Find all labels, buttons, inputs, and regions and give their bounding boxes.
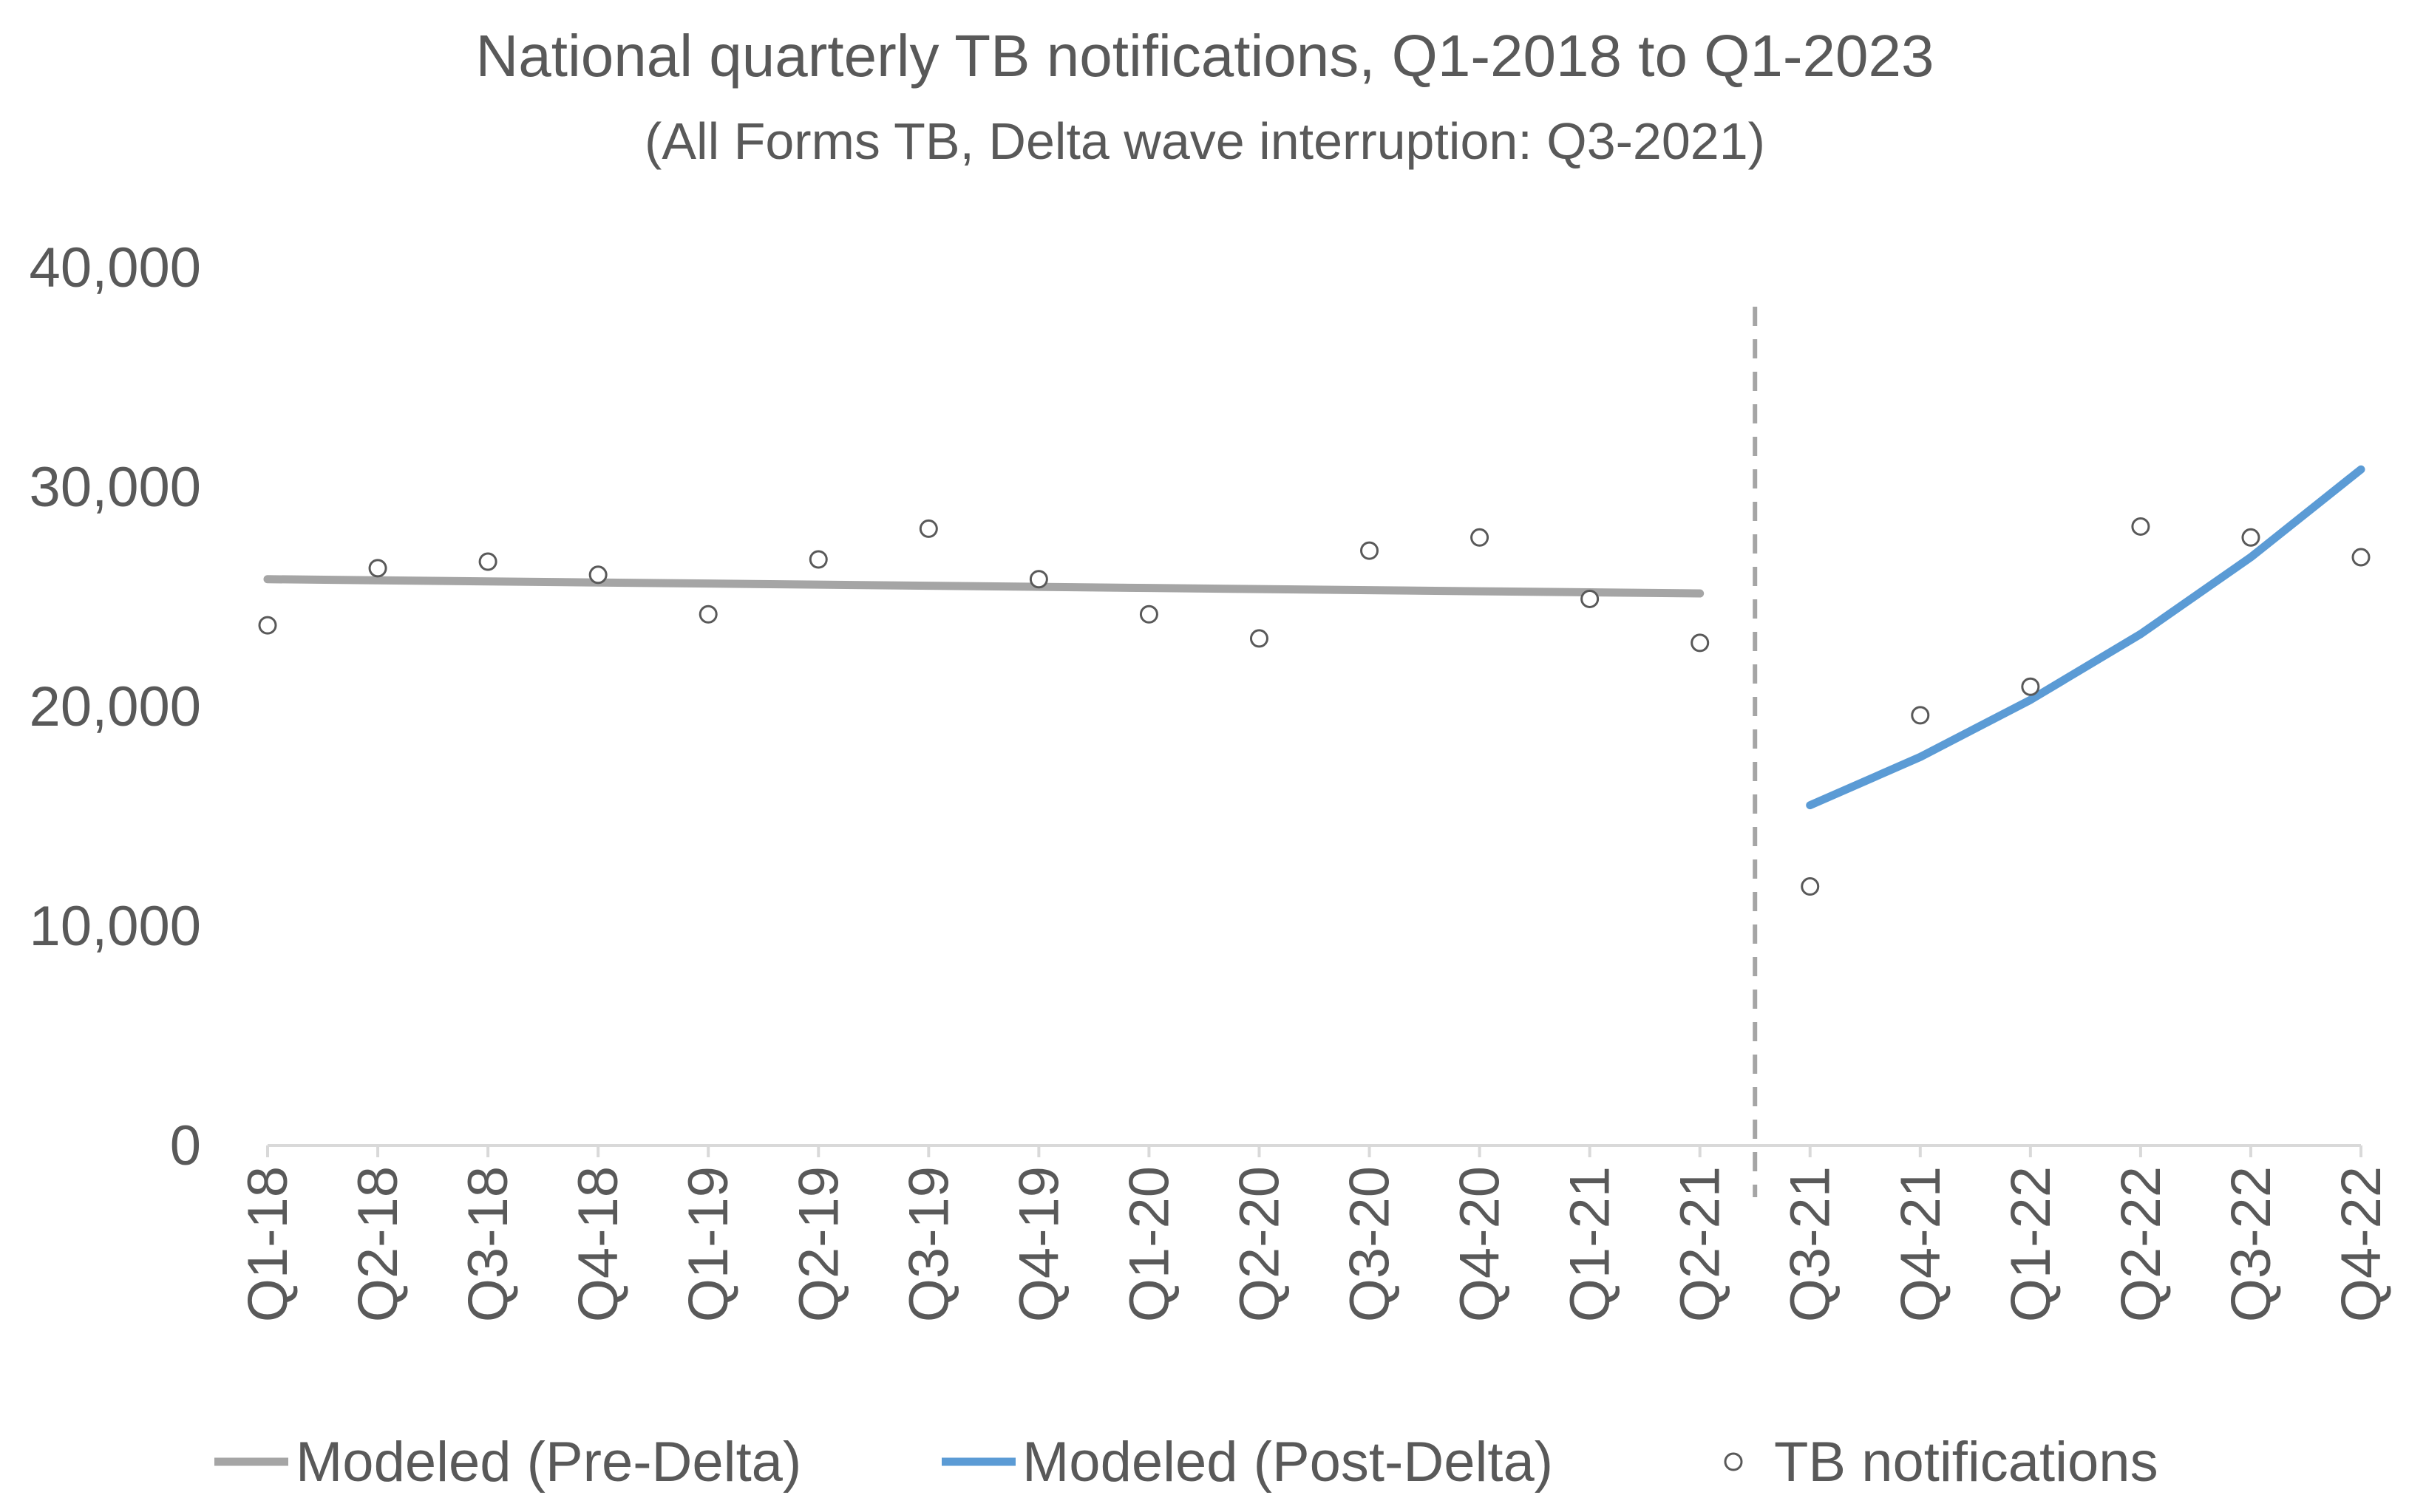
data-point-tb-notification	[1029, 570, 1048, 589]
series-line-modeled-pre-delta	[263, 575, 1705, 598]
y-tick-label: 40,000	[30, 236, 201, 299]
legend-label-tb-notifications: TB notifications	[1774, 1431, 2158, 1494]
data-point-tb-notification	[368, 559, 387, 578]
x-tick-label: Q1-22	[1999, 1166, 2062, 1322]
data-point-tb-notification	[2351, 548, 2371, 567]
x-tick-label: Q4-22	[2330, 1166, 2393, 1322]
data-point-tb-notification	[1470, 528, 1489, 547]
data-point-tb-notification	[809, 550, 828, 569]
data-point-tb-notification	[1691, 633, 1710, 653]
data-point-tb-notification	[2131, 517, 2150, 536]
x-tick-label: Q1-20	[1118, 1166, 1180, 1322]
data-point-tb-notification	[699, 605, 718, 624]
data-point-tb-notification	[1360, 541, 1379, 560]
y-tick-label: 10,000	[30, 895, 201, 958]
x-tick-label: Q1-21	[1559, 1166, 1622, 1322]
legend: Modeled (Pre-Delta) Modeled (Post-Delta) T…	[214, 1431, 2158, 1494]
data-point-tb-notification	[1249, 629, 1268, 648]
data-point-tb-notification	[1911, 706, 1930, 725]
x-tick-label: Q2-21	[1669, 1166, 1732, 1322]
data-point-tb-notification	[1580, 589, 1600, 608]
data-point-tb-notification	[478, 552, 497, 571]
y-tick-label: 20,000	[30, 675, 201, 738]
legend-swatch-tb-notifications	[1724, 1452, 1743, 1471]
data-point-tb-notification	[258, 616, 277, 635]
x-tick-label: Q2-19	[787, 1166, 850, 1322]
x-tick-label: Q1-18	[237, 1166, 299, 1322]
legend-label-modeled-post-delta: Modeled (Post-Delta)	[1022, 1431, 1553, 1494]
x-tick-label: Q4-21	[1889, 1166, 1952, 1322]
y-tick-label: 0	[170, 1114, 201, 1177]
x-tick-label: Q2-20	[1228, 1166, 1291, 1322]
y-tick-label: 30,000	[30, 456, 201, 519]
series-line-modeled-post-delta	[1806, 465, 2365, 810]
x-tick-label: Q3-21	[1779, 1166, 1842, 1322]
data-point-tb-notification	[919, 519, 938, 538]
x-tick-label: Q2-18	[347, 1166, 410, 1322]
data-point-tb-notification	[1139, 605, 1158, 624]
x-tick-label: Q4-20	[1449, 1166, 1512, 1322]
x-axis: Q1-18 Q2-18 Q3-18 Q4-18 Q1-19 Q2-19 Q3-19 Q4-19…	[237, 1144, 2393, 1322]
series-layer	[258, 465, 2371, 896]
x-tick-label: Q2-22	[2110, 1166, 2172, 1322]
x-tick-label: Q3-19	[897, 1166, 960, 1322]
data-point-tb-notification	[588, 565, 608, 585]
legend-label-modeled-pre-delta: Modeled (Pre-Delta)	[296, 1431, 801, 1494]
x-tick-label: Q1-19	[677, 1166, 740, 1322]
chart-subtitle: (All Forms TB, Delta wave interruption: …	[645, 112, 1765, 170]
data-point-tb-notification	[2021, 677, 2040, 696]
x-tick-label: Q3-20	[1339, 1166, 1401, 1322]
y-axis: 0 10,000 20,000 30,000 40,000	[30, 236, 201, 1177]
data-point-tb-notification	[1801, 877, 1820, 896]
x-tick-label: Q4-18	[567, 1166, 630, 1322]
chart-title: National quarterly TB notifications, Q1-…	[476, 23, 1934, 89]
x-tick-label: Q3-18	[457, 1166, 520, 1322]
x-tick-label: Q4-19	[1008, 1166, 1070, 1322]
x-tick-label: Q3-22	[2220, 1166, 2283, 1322]
data-point-tb-notification	[2241, 528, 2260, 547]
